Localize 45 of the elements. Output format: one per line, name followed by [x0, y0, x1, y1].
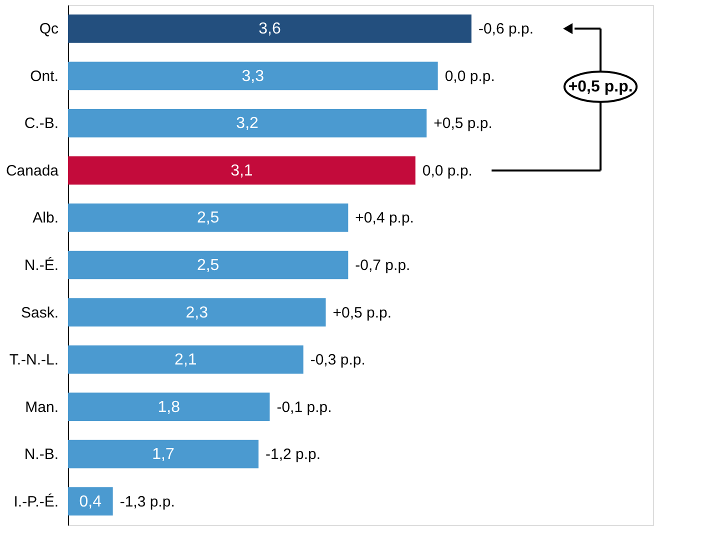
- annotation: -1,3 p.p.: [120, 493, 175, 510]
- bar: [68, 250, 348, 280]
- bar: [68, 109, 427, 138]
- data-label: 3,2: [236, 115, 259, 132]
- annotation: -0,3 p.p.: [310, 352, 366, 369]
- data-label: 0,4: [79, 493, 102, 510]
- y-tick-label: Canada: [6, 162, 60, 180]
- y-tick-label: Ont.: [30, 68, 58, 85]
- data-label: 2,1: [174, 352, 197, 369]
- data-label: 2,3: [186, 304, 208, 322]
- data-label: 1,8: [158, 398, 180, 416]
- y-tick-label: T.-N.-L.: [9, 352, 58, 369]
- y-tick-label: Man.: [25, 398, 58, 416]
- data-label: 2,5: [196, 257, 220, 274]
- bar: [68, 345, 304, 374]
- y-tick-label: C.-B.: [24, 115, 58, 132]
- bar: [68, 487, 113, 516]
- data-label: 3,3: [242, 68, 264, 85]
- annotation: -1,2 p.p.: [266, 446, 321, 464]
- annotation: +0,5 p.p.: [332, 304, 392, 322]
- bar: [68, 156, 416, 185]
- y-tick-label: Sask.: [20, 304, 58, 322]
- bar: [68, 204, 348, 232]
- y-tick-label: Qc: [39, 20, 59, 38]
- y-tick-label: Alb.: [32, 210, 58, 227]
- annotation: 0,0 p.p.: [422, 162, 472, 180]
- y-tick-label: N.-É.: [24, 256, 58, 274]
- annotation: -0,6 p.p.: [478, 20, 534, 38]
- annotation: -0,1 p.p.: [276, 398, 332, 416]
- data-label: 2,5: [196, 210, 220, 227]
- data-label: 3,6: [258, 20, 281, 38]
- annotation: +0,4 p.p.: [355, 210, 414, 227]
- y-tick-label: I.-P.-É.: [14, 492, 58, 510]
- annotation: -0,7 p.p.: [355, 257, 410, 274]
- bar: [68, 14, 472, 43]
- y-tick-label: N.-B.: [24, 446, 58, 464]
- annotation: +0,5 p.p.: [434, 115, 492, 132]
- bar: [68, 392, 270, 421]
- data-label: 3,1: [230, 162, 253, 180]
- bar: [68, 62, 438, 90]
- bar: [68, 440, 259, 468]
- text: +0,5 p.p.: [568, 78, 633, 96]
- annotation: 0,0 p.p.: [444, 68, 495, 85]
- data-label: 1,7: [152, 446, 174, 464]
- bar: [68, 298, 326, 326]
